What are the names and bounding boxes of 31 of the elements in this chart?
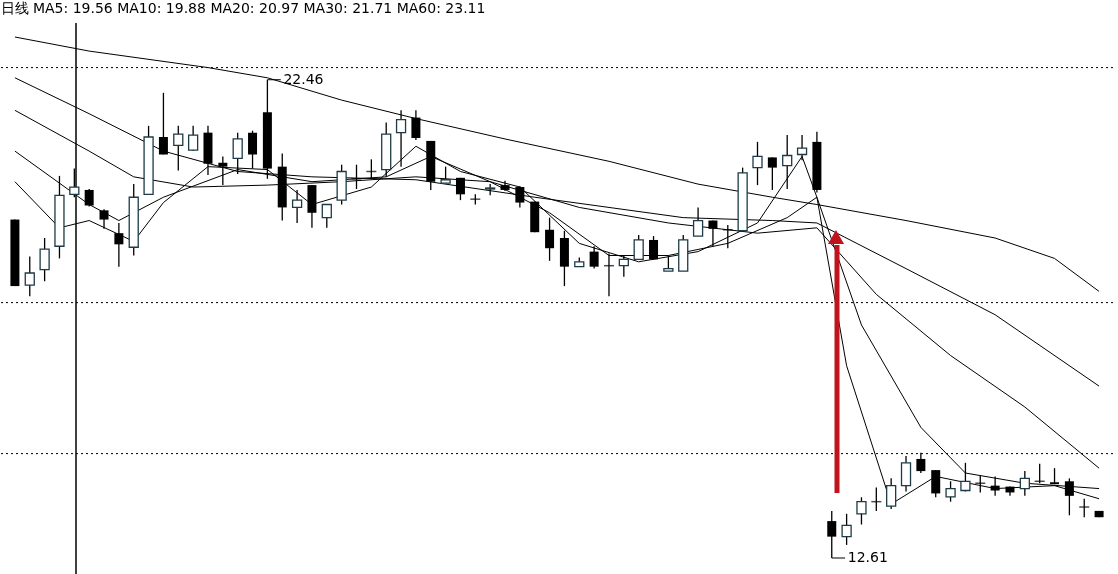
candlestick <box>856 496 867 526</box>
annotation: 22.46 <box>283 70 324 87</box>
candlestick <box>545 216 555 262</box>
candlestick <box>187 125 199 152</box>
candlestick <box>173 125 184 172</box>
candlestick <box>841 513 852 546</box>
candlestick <box>411 109 421 141</box>
candlestick <box>900 455 912 493</box>
candlestick <box>589 245 599 270</box>
candlestick <box>708 219 718 247</box>
candlestick <box>767 156 777 191</box>
chart-title: 日线 MA5: 19.56 MA10: 19.88 MA20: 20.97 MA30: 21.71 MA60: 23.11 <box>0 0 486 17</box>
candlestick <box>752 141 763 186</box>
candlestick <box>158 92 168 156</box>
candlestick <box>649 235 659 261</box>
candlestick <box>321 203 332 229</box>
annotation: 12.61 <box>847 549 888 565</box>
candlestick <box>114 222 124 268</box>
candlestick <box>39 237 50 282</box>
candlestick <box>633 234 644 261</box>
candlestick <box>1079 498 1090 518</box>
candlestick <box>722 224 733 249</box>
candlestick <box>351 164 362 190</box>
candlestick <box>692 206 704 237</box>
candlestick <box>291 189 303 224</box>
candlestick <box>218 155 228 186</box>
candlestick <box>515 185 525 209</box>
candlestick <box>618 254 629 278</box>
candlestick <box>24 255 35 297</box>
candlestick <box>931 469 941 498</box>
candlestick <box>99 208 109 230</box>
